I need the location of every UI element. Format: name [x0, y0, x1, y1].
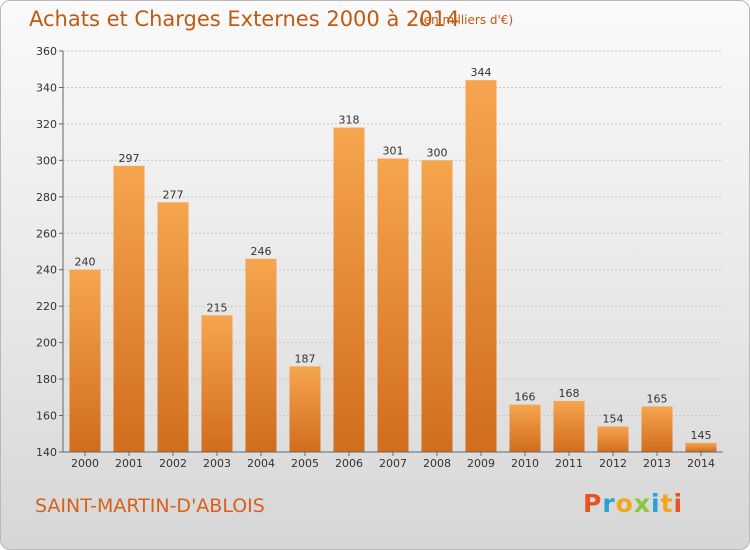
x-tick-label: 2003	[203, 457, 231, 470]
bar-2010	[509, 404, 541, 452]
bar-2007	[377, 158, 409, 453]
bar-2014	[685, 442, 717, 452]
bar-2002	[157, 202, 189, 452]
proxiti-logo: Proxiti	[583, 489, 683, 518]
x-tick-label: 2008	[423, 457, 451, 470]
x-tick-label: 2007	[379, 457, 407, 470]
y-tick-label: 240	[36, 264, 57, 277]
x-tick-label: 2002	[159, 457, 187, 470]
bar-value-label: 318	[339, 114, 360, 127]
bar-2006	[333, 127, 365, 453]
bar-value-label: 145	[691, 429, 712, 442]
bar-2013	[641, 406, 673, 452]
bar-2012	[597, 426, 629, 452]
x-tick-label: 2011	[555, 457, 583, 470]
bar-2008	[421, 160, 453, 452]
logo-letter: i	[651, 489, 661, 518]
bar-value-label: 300	[427, 146, 448, 159]
bar-2000	[69, 269, 101, 452]
x-tick-label: 2004	[247, 457, 275, 470]
logo-letter: i	[673, 489, 684, 518]
bar-value-label: 246	[251, 245, 272, 258]
y-tick-label: 180	[36, 373, 57, 386]
bar-2003	[201, 315, 233, 452]
bar-value-label: 240	[75, 256, 96, 269]
bar-2011	[553, 400, 585, 452]
bar-value-label: 301	[383, 145, 404, 158]
logo-letter: o	[615, 489, 634, 518]
bar-value-label: 277	[163, 188, 184, 201]
x-tick-label: 2005	[291, 457, 319, 470]
y-tick-label: 220	[36, 300, 57, 313]
bar-value-label: 297	[119, 152, 140, 165]
x-tick-label: 2013	[643, 457, 671, 470]
logo-letter: P	[583, 489, 603, 518]
bar-value-label: 344	[471, 66, 492, 79]
x-tick-label: 2001	[115, 457, 143, 470]
bar-2001	[113, 165, 145, 452]
bar-2005	[289, 366, 321, 452]
x-tick-label: 2006	[335, 457, 363, 470]
bar-value-label: 154	[603, 412, 624, 425]
logo-letter: t	[660, 489, 674, 518]
x-tick-label: 2009	[467, 457, 495, 470]
y-tick-label: 140	[36, 446, 57, 459]
y-tick-label: 340	[36, 81, 57, 94]
logo-letter: r	[602, 489, 616, 518]
y-tick-label: 260	[36, 227, 57, 240]
x-tick-label: 2000	[71, 457, 99, 470]
y-tick-label: 320	[36, 118, 57, 131]
y-tick-label: 300	[36, 154, 57, 167]
x-tick-label: 2010	[511, 457, 539, 470]
bar-value-label: 168	[559, 387, 580, 400]
y-tick-label: 280	[36, 191, 57, 204]
bar-2004	[245, 258, 277, 452]
bar-value-label: 165	[647, 392, 668, 405]
y-tick-label: 160	[36, 410, 57, 423]
bar-value-label: 166	[515, 391, 536, 404]
chart-title: Achats et Charges Externes 2000 à 2014	[29, 7, 460, 31]
bar-2009	[465, 80, 497, 452]
bar-value-label: 187	[295, 352, 316, 365]
x-tick-label: 2014	[687, 457, 715, 470]
logo-letter: x	[633, 489, 651, 518]
x-tick-label: 2012	[599, 457, 627, 470]
bar-value-label: 215	[207, 301, 228, 314]
chart-subtitle: (en milliers d'€)	[419, 13, 514, 27]
y-tick-label: 200	[36, 337, 57, 350]
city-name: SAINT-MARTIN-D'ABLOIS	[35, 495, 265, 517]
y-tick-label: 360	[36, 45, 57, 58]
